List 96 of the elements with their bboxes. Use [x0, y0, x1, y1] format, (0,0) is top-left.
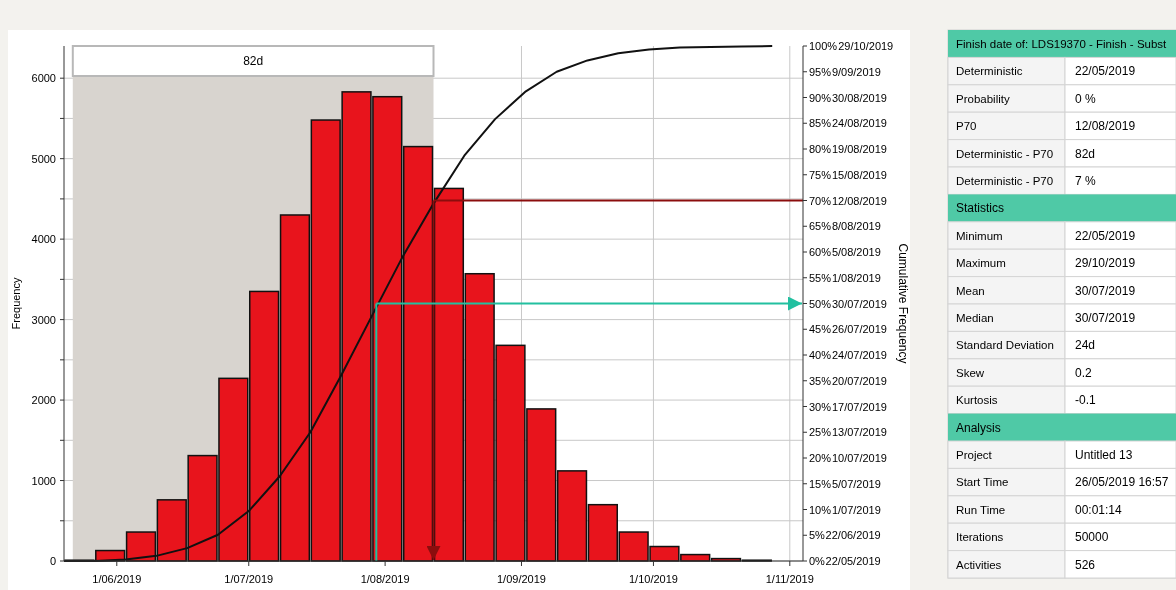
x-tick-label: 1/07/2019: [224, 573, 274, 585]
y-tick-label: 4000: [31, 233, 56, 246]
text: 30/07/2019: [1075, 311, 1136, 325]
y2-tick-label: 75%: [809, 168, 832, 181]
text: 5/08/2019: [831, 246, 881, 258]
category-label: Median: [956, 312, 994, 324]
y2-tick-label: 90%: [809, 91, 832, 104]
y2-tick-label: 15%: [809, 477, 832, 490]
text: 1/08/2019: [831, 271, 881, 284]
y2-tick-label: 60%: [809, 246, 832, 258]
x-tick-label: 1/06/2019: [92, 573, 142, 585]
y-tick-label: 3000: [31, 313, 56, 326]
y-tick-label: 0: [49, 555, 56, 567]
text: 12/08/2019: [1075, 119, 1136, 134]
y2-tick-label: 30%: [809, 400, 832, 413]
text: 9/09/2019: [831, 65, 881, 78]
category-label: Activities: [956, 558, 1002, 571]
category-label: Statistics: [956, 201, 1005, 216]
y2-tick-label: 95%: [809, 65, 832, 78]
text: 19/08/2019: [831, 143, 887, 155]
text: 22/05/2019: [825, 555, 881, 567]
category-label: Project: [956, 449, 992, 461]
band-label: 82d: [243, 54, 264, 68]
x-tick-label: 1/10/2019: [628, 573, 678, 585]
text: 17/07/2019: [831, 400, 887, 413]
category-label: Deterministic - P70: [956, 147, 1054, 160]
text: 0.2: [1075, 365, 1092, 380]
category-label: Maximum: [956, 257, 1006, 270]
y2-tick-label: 55%: [809, 271, 832, 284]
x-tick-label: 1/08/2019: [360, 573, 410, 585]
category-label: Skew: [956, 366, 985, 379]
y-tick-label: 6000: [31, 72, 56, 85]
category-label: Standard Deviation: [956, 339, 1054, 352]
text: 7 %: [1075, 174, 1096, 188]
category-label: Minimum: [956, 229, 1003, 242]
y-tick-label: 1000: [31, 474, 56, 487]
text: 22/06/2019: [825, 529, 881, 542]
y2-tick-label: 5%: [809, 529, 826, 542]
text: 20/07/2019: [831, 374, 887, 387]
text: 82d: [1075, 146, 1096, 161]
y-tick-label: 2000: [31, 394, 56, 407]
category-label: Iterations: [956, 531, 1004, 544]
text: 13/07/2019: [831, 426, 887, 439]
category-label: Deterministic - P70: [956, 175, 1054, 187]
y2-tick-label: 25%: [809, 426, 832, 439]
text: 0 %: [1075, 91, 1096, 106]
y2-tick-label: 70%: [809, 194, 832, 207]
y2-tick-label: 65%: [809, 220, 832, 233]
text: 24d: [1075, 338, 1096, 353]
text: 26/05/2019 16:57: [1075, 475, 1169, 490]
y2-tick-label: 50%: [809, 297, 832, 310]
y2-tick-label: 10%: [809, 503, 832, 516]
text: Untitled 13: [1075, 448, 1133, 462]
y2-tick-label: 100%: [809, 40, 838, 52]
text: Finish date of: LDS19370 - Finish - Subst: [956, 38, 1168, 50]
category-label: Analysis: [956, 420, 1001, 435]
text: -0.1: [1075, 393, 1096, 408]
y2-axis-title: Cumulative Frequency: [896, 243, 910, 364]
text: 00:01:14: [1075, 502, 1122, 517]
text: 1/07/2019: [831, 503, 881, 516]
category-label: Kurtosis: [956, 394, 998, 407]
text: 24/07/2019: [831, 349, 887, 361]
x-tick-label: 1/11/2019: [765, 573, 814, 585]
y2-tick-label: 20%: [809, 452, 832, 464]
text: 15/08/2019: [831, 168, 887, 181]
text: 22/05/2019: [1075, 64, 1136, 79]
text: 30/08/2019: [831, 91, 887, 104]
text: 24/08/2019: [831, 117, 887, 130]
text: 29/10/2019: [1075, 256, 1136, 271]
category-label: Mean: [956, 284, 985, 297]
y2-tick-label: 80%: [809, 143, 832, 155]
y2-tick-label: 0%: [809, 555, 826, 567]
text: 50000: [1075, 530, 1109, 545]
text: 8/08/2019: [831, 220, 881, 233]
label-box: 82d: [71, 45, 435, 77]
text: 30/07/2019: [1075, 283, 1136, 298]
text: 26/07/2019: [831, 323, 887, 336]
category-label: P70: [956, 120, 977, 133]
text: 10/07/2019: [831, 452, 887, 464]
text: 29/10/2019: [838, 40, 894, 52]
category-label: Deterministic: [956, 65, 1023, 78]
y2-tick-label: 85%: [809, 117, 832, 130]
y-tick-label: 5000: [31, 152, 56, 165]
text: 12/08/2019: [831, 194, 887, 207]
y2-tick-label: 35%: [809, 374, 832, 387]
y-axis-title: Frequency: [10, 277, 22, 330]
text: 22/05/2019: [1075, 228, 1136, 243]
category-label: Run Time: [956, 503, 1006, 516]
category-label: Probability: [956, 92, 1010, 105]
text: 5/07/2019: [831, 477, 881, 490]
category-label: Start Time: [956, 476, 1009, 489]
text: 30/07/2019: [831, 297, 887, 310]
x-tick-label: 1/09/2019: [497, 573, 546, 585]
text: 526: [1075, 557, 1096, 572]
y2-tick-label: 45%: [809, 323, 832, 336]
y2-tick-label: 40%: [809, 349, 832, 361]
